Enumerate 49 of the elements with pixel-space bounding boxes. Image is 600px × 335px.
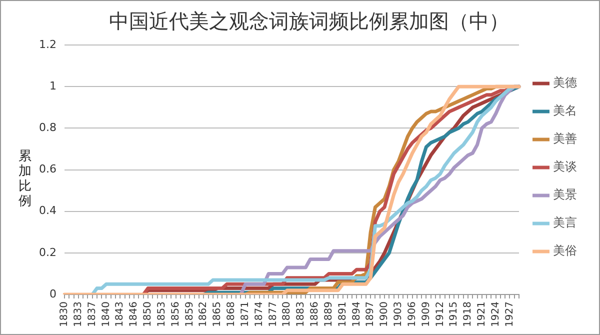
legend-label: 美言 <box>553 216 577 230</box>
x-tick-label: 1924 <box>490 302 502 328</box>
x-tick-label: 1843 <box>114 302 126 328</box>
legend-label: 美俗 <box>553 244 577 258</box>
x-tick-label: 1897 <box>365 302 376 328</box>
legend-label: 美景 <box>553 188 577 202</box>
x-tick-label: 1846 <box>128 302 140 328</box>
x-tick-label: 1894 <box>351 302 362 328</box>
x-tick-label: 1874 <box>254 302 265 328</box>
legend-label: 美谈 <box>553 160 577 174</box>
x-tick-label: 1927 <box>504 302 516 328</box>
x-tick-label: 1891 <box>337 302 348 328</box>
x-tick-label: 1900 <box>379 302 390 328</box>
x-tick-label: 1886 <box>310 302 321 328</box>
x-tick-label: 1830 <box>59 302 70 328</box>
x-tick-label: 1837 <box>86 302 98 328</box>
x-tick-label: 1871 <box>240 302 251 328</box>
x-tick-label: 1883 <box>296 302 307 328</box>
x-tick-label: 1906 <box>406 302 418 328</box>
x-tick-label: 1865 <box>212 302 224 328</box>
x-tick-label: 1915 <box>448 302 460 328</box>
chart-title: 中国近代美之观念词族词频比例累加图（中） <box>109 9 509 34</box>
x-tick-label: 1833 <box>73 302 84 328</box>
x-tick-label: 1921 <box>476 302 488 328</box>
x-tick-label: 1868 <box>226 302 238 328</box>
x-tick-label: 1862 <box>198 302 210 328</box>
y-tick-label: 0.6 <box>38 162 56 176</box>
y-tick-label: 1 <box>49 79 56 92</box>
x-tick-label: 1859 <box>184 302 196 328</box>
legend-label: 美善 <box>553 132 577 146</box>
y-axis-title: 累加比例 <box>18 149 32 209</box>
x-tick-label: 1877 <box>268 302 279 328</box>
y-tick-label: 0.8 <box>38 121 56 134</box>
legend-label: 美德 <box>553 76 577 90</box>
x-tick-label: 1880 <box>282 302 293 328</box>
x-tick-label: 1889 <box>323 302 334 328</box>
y-tick-label: 1.2 <box>38 38 56 51</box>
x-tick-label: 1918 <box>462 302 474 328</box>
x-tick-label: 1856 <box>170 302 182 328</box>
x-tick-label: 1850 <box>142 302 154 328</box>
y-tick-label: 0.4 <box>38 204 56 218</box>
x-tick-label: 1912 <box>434 302 446 328</box>
legend-label: 美名 <box>553 104 577 118</box>
x-tick-label: 1903 <box>393 302 404 328</box>
y-tick-label: 0.2 <box>38 246 56 259</box>
x-tick-label: 1853 <box>156 302 168 328</box>
y-tick-label: 0 <box>49 287 56 300</box>
x-tick-label: 1840 <box>100 302 112 328</box>
x-tick-label: 1909 <box>420 302 432 328</box>
